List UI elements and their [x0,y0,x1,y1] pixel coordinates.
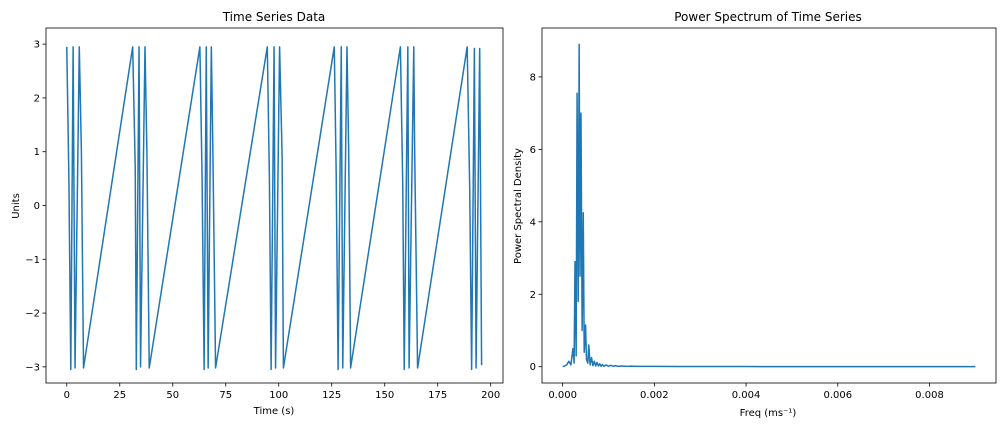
series-line [562,43,976,368]
y-axis-label: Units [11,193,22,219]
x-tick-label: 25 [113,390,126,401]
x-tick-label: 0.004 [732,390,761,401]
plot-frame [45,27,504,384]
y-tick-label: 3 [34,40,40,51]
y-axis-label: Power Spectral Density [513,148,524,264]
x-tick-label: 150 [375,390,394,401]
y-tick-label: 2 [530,290,536,301]
plot-frame [541,27,997,384]
y-tick-label: −1 [25,255,40,266]
chart-title: Time Series Data [222,10,326,24]
x-tick-label: 0.000 [548,390,577,401]
chart-time-series: Time Series Data Time (s) Units 0 25 50 75 1… [11,10,504,417]
x-tick-label: 0.002 [640,390,669,401]
chart-power-spectrum: Power Spectrum of Time Series Freq (ms⁻¹… [513,10,997,419]
y-tick-label: −2 [25,309,40,320]
y-tick-label: 6 [530,145,536,156]
x-tick-label: 175 [428,390,447,401]
y-tick-label: 1 [34,147,40,158]
x-tick-label: 125 [322,390,341,401]
series-line [66,46,483,371]
x-axis-label: Freq (ms⁻¹) [740,408,797,419]
y-tick-label: 8 [530,72,536,83]
x-tick-label: 75 [219,390,232,401]
x-axis-label: Time (s) [253,406,295,417]
x-tick-label: 0 [64,390,70,401]
x-tick-label: 0.006 [823,390,852,401]
y-tick-label: 4 [530,217,536,228]
y-tick-label: 0 [530,362,536,373]
y-tick-label: −3 [25,362,40,373]
x-tick-label: 200 [481,390,500,401]
plot-layer: 0.000 0.002 0.004 0.006 0.008 0 2 4 6 8 [530,43,976,401]
y-tick-label: 0 [34,201,40,212]
y-tick-label: 2 [34,93,40,104]
x-tick-label: 0.008 [915,390,944,401]
plot-layer: 0 25 50 75 100 125 150 175 200 −3 −2 −1 0 1 2 3 [25,40,500,401]
x-tick-label: 50 [166,390,179,401]
chart-title: Power Spectrum of Time Series [674,10,862,24]
x-tick-label: 100 [269,390,288,401]
